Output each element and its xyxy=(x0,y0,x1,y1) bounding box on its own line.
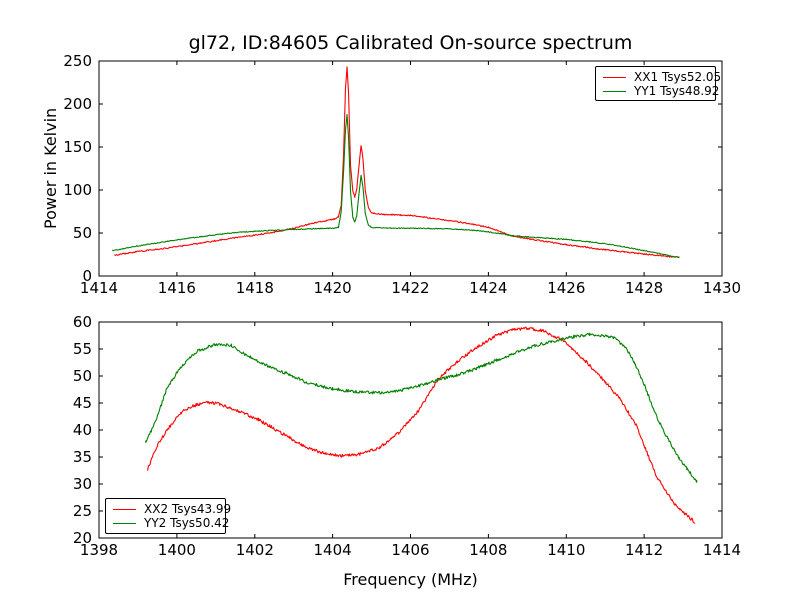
y-tick-label: 0 xyxy=(82,267,92,285)
x-tick-label: 1412 xyxy=(625,541,663,559)
y-tick-label: 30 xyxy=(73,475,92,493)
y-tick-label: 250 xyxy=(63,52,92,70)
series-line-xx2 xyxy=(147,326,696,524)
legend-entry: YY2 Tsys50.42 xyxy=(113,516,229,530)
x-tick-label: 1428 xyxy=(625,279,663,297)
y-tick-label: 35 xyxy=(73,448,92,466)
legend-label: YY1 Tsys48.92 xyxy=(634,84,720,98)
x-tick-label: 1420 xyxy=(314,279,352,297)
x-tick-label: 1404 xyxy=(314,541,352,559)
x-tick-label: 1424 xyxy=(469,279,507,297)
x-tick-label: 1410 xyxy=(547,541,585,559)
legend-label: XX1 Tsys52.05 xyxy=(634,70,722,84)
x-tick-label: 1414 xyxy=(703,541,741,559)
x-tick-label: 1418 xyxy=(236,279,274,297)
y-tick-label: 50 xyxy=(73,224,92,242)
y-tick-label: 50 xyxy=(73,367,92,385)
x-tick-label: 1422 xyxy=(391,279,429,297)
x-tick-label: 1426 xyxy=(547,279,585,297)
y-tick-label: 45 xyxy=(73,394,92,412)
y-tick-label: 40 xyxy=(73,421,92,439)
legend-entry: XX1 Tsys52.05 xyxy=(603,70,721,84)
legend-line-sample-xx2 xyxy=(113,508,136,510)
legend-bottom: XX2 Tsys43.99 YY2 Tsys50.42 xyxy=(105,498,231,534)
legend-top: XX1 Tsys52.05 YY1 Tsys48.92 xyxy=(595,66,721,101)
legend-line-sample-yy1 xyxy=(603,90,626,92)
y-axis-label: Power in Kelvin xyxy=(41,107,60,230)
y-tick-label: 55 xyxy=(73,340,92,358)
chart-title: gl72, ID:84605 Calibrated On-source spec… xyxy=(188,32,633,54)
series-line-xx1 xyxy=(114,66,680,258)
legend-entry: XX2 Tsys43.99 xyxy=(113,502,231,516)
x-axis-label: Frequency (MHz) xyxy=(343,570,478,589)
y-tick-label: 60 xyxy=(73,313,92,331)
y-tick-label: 150 xyxy=(63,138,92,156)
legend-line-sample-yy2 xyxy=(113,522,136,524)
y-tick-label: 20 xyxy=(73,529,92,547)
x-tick-label: 1406 xyxy=(391,541,429,559)
legend-label: XX2 Tsys43.99 xyxy=(144,502,232,516)
x-tick-label: 1402 xyxy=(236,541,274,559)
series-line-yy2 xyxy=(145,332,698,483)
y-tick-label: 25 xyxy=(73,502,92,520)
series-line-yy1 xyxy=(112,113,680,259)
x-tick-label: 1414 xyxy=(80,279,118,297)
x-tick-label: 1416 xyxy=(158,279,196,297)
legend-label: YY2 Tsys50.42 xyxy=(144,516,230,530)
x-tick-label: 1430 xyxy=(703,279,741,297)
legend-entry: YY1 Tsys48.92 xyxy=(603,84,719,98)
x-tick-label: 1408 xyxy=(469,541,507,559)
x-tick-label: 1398 xyxy=(80,541,118,559)
y-tick-label: 200 xyxy=(63,95,92,113)
y-tick-label: 100 xyxy=(63,181,92,199)
x-tick-label: 1400 xyxy=(158,541,196,559)
legend-line-sample-xx1 xyxy=(603,76,626,78)
